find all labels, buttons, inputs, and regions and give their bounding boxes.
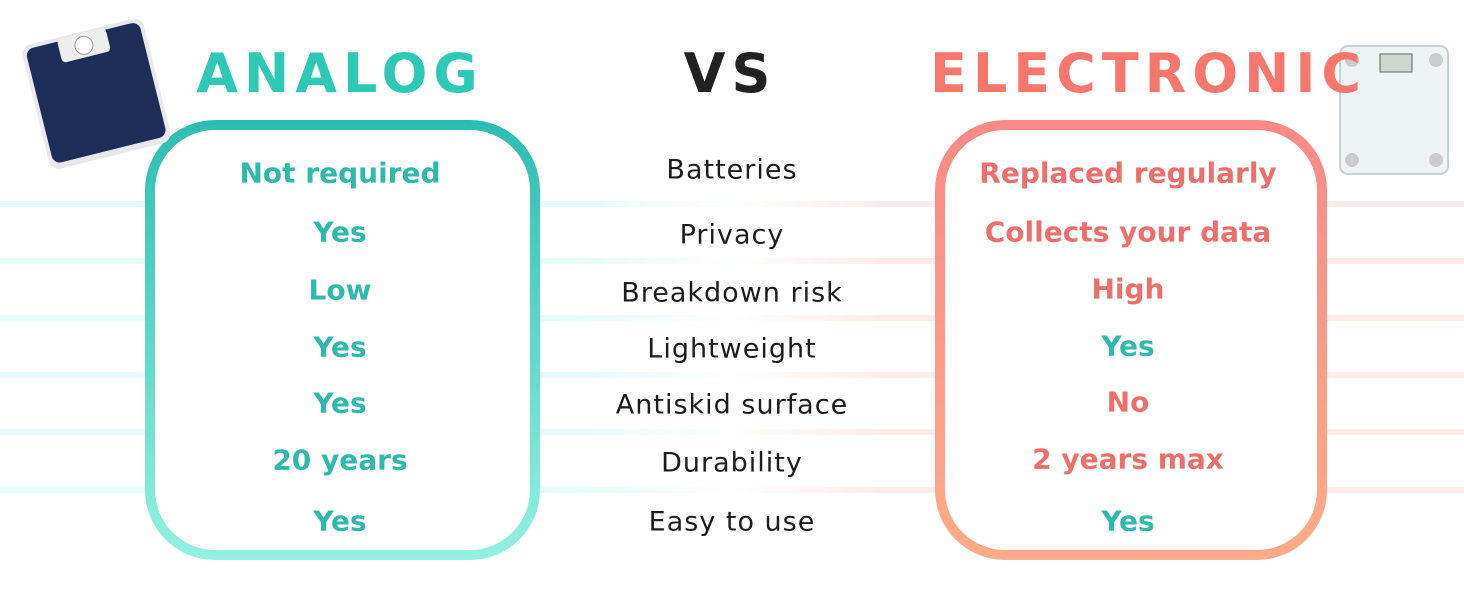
analog-value: Yes	[313, 215, 367, 249]
analog-scale-image	[22, 18, 171, 169]
electronic-box	[935, 120, 1327, 560]
stripe	[0, 258, 1464, 264]
feature: Easy to use	[648, 506, 816, 538]
stripe	[0, 315, 1464, 321]
stripe	[0, 487, 1464, 493]
electronic-heading: ELECTRONIC	[930, 42, 1368, 105]
feature: Lightweight	[647, 333, 817, 365]
electronic-value: Collects your data	[984, 215, 1272, 249]
vs-heading: VS	[683, 42, 777, 105]
analog-heading: ANALOG	[196, 42, 484, 105]
electronic-value: 2 years max	[1032, 442, 1224, 476]
feature: Batteries	[666, 154, 798, 186]
analog-value: Yes	[313, 330, 367, 364]
feature: Privacy	[679, 219, 785, 251]
electronic-value: Yes	[1101, 504, 1155, 538]
analog-value: Not required	[239, 156, 441, 190]
electronic-value: Replaced regularly	[979, 156, 1277, 190]
stripe	[0, 372, 1464, 378]
electronic-value: No	[1106, 385, 1150, 419]
analog-value: Yes	[313, 386, 367, 420]
electronic-value: Yes	[1101, 329, 1155, 363]
analog-value: Yes	[313, 504, 367, 538]
stripe	[0, 201, 1464, 207]
electronic-value: High	[1091, 272, 1165, 306]
electronic-scale-image	[1339, 45, 1449, 175]
analog-box	[145, 120, 540, 560]
feature: Antiskid surface	[615, 389, 849, 421]
stripe	[0, 429, 1464, 435]
analog-value: Low	[308, 273, 372, 307]
feature: Durability	[661, 447, 803, 479]
analog-value: 20 years	[272, 443, 408, 477]
feature: Breakdown risk	[621, 277, 843, 309]
